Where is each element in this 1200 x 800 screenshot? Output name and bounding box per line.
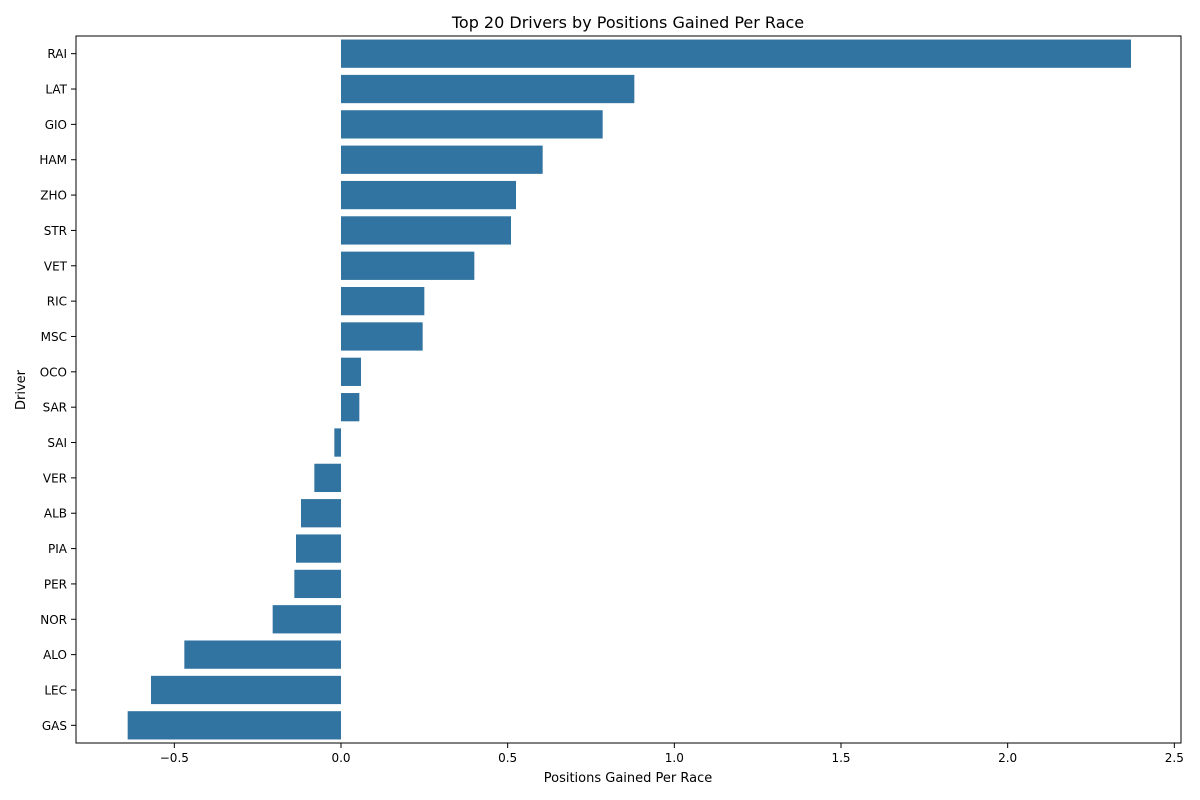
bar-alo: [184, 640, 341, 669]
bar-vet: [341, 251, 475, 280]
bar-rai: [341, 39, 1131, 68]
y-tick-label: ALB: [44, 507, 67, 521]
bar-gas: [127, 711, 342, 740]
x-tick-label: 1.0: [665, 751, 684, 765]
bar-ham: [341, 145, 543, 174]
y-tick-label: VER: [43, 471, 67, 485]
y-tick-label: LAT: [45, 83, 67, 97]
bar-gio: [341, 110, 603, 139]
bar-nor: [272, 605, 341, 634]
bar-sar: [341, 393, 360, 422]
y-tick-label: ZHO: [40, 189, 67, 203]
bar-alb: [301, 499, 341, 528]
y-tick-label: MSC: [41, 330, 67, 344]
bar-per: [294, 569, 341, 599]
bar-sai: [334, 428, 341, 457]
y-tick-label: GIO: [45, 118, 67, 132]
y-tick-label: SAI: [47, 436, 67, 450]
bar-pia: [296, 534, 341, 563]
x-tick-label: 0.5: [498, 751, 517, 765]
bar-ric: [341, 286, 425, 316]
y-tick-label: RAI: [47, 47, 67, 61]
y-tick-label: OCO: [40, 365, 67, 379]
y-tick-label: GAS: [42, 719, 67, 733]
bar-str: [341, 216, 511, 245]
y-tick-label: PIA: [48, 542, 68, 556]
y-axis-ticks: RAI LAT GIO HAM ZHO STR VET RIC MSC OCO SAR SAI VER A…: [39, 47, 76, 733]
bar-lat: [341, 74, 635, 104]
y-tick-label: NOR: [40, 613, 67, 627]
y-tick-label: VET: [44, 259, 68, 273]
x-tick-label: 1.5: [831, 751, 850, 765]
x-tick-label: 0.0: [331, 751, 350, 765]
y-tick-label: PER: [44, 577, 67, 591]
y-tick-label: STR: [44, 224, 67, 238]
y-axis-label: Driver: [14, 369, 29, 410]
bar-oco: [341, 357, 361, 386]
x-axis-ticks: −0.5 0.0 0.5 1.0 1.5 2.0 2.5: [160, 743, 1184, 765]
bars-group: [127, 39, 1131, 740]
plot-frame: [75, 35, 1182, 744]
bar-ver: [314, 463, 341, 493]
y-tick-label: RIC: [47, 295, 67, 309]
bar-zho: [341, 180, 516, 210]
y-tick-label: LEC: [44, 683, 67, 697]
bar-lec: [151, 675, 341, 705]
chart-title: Top 20 Drivers by Positions Gained Per R…: [451, 13, 804, 32]
x-tick-label: 2.0: [998, 751, 1017, 765]
x-axis-label: Positions Gained Per Race: [544, 771, 713, 786]
x-tick-label: −0.5: [160, 751, 189, 765]
y-tick-label: HAM: [39, 153, 67, 167]
y-tick-label: ALO: [43, 648, 67, 662]
x-tick-label: 2.5: [1165, 751, 1184, 765]
y-tick-label: SAR: [43, 401, 67, 415]
bar-msc: [341, 322, 423, 351]
